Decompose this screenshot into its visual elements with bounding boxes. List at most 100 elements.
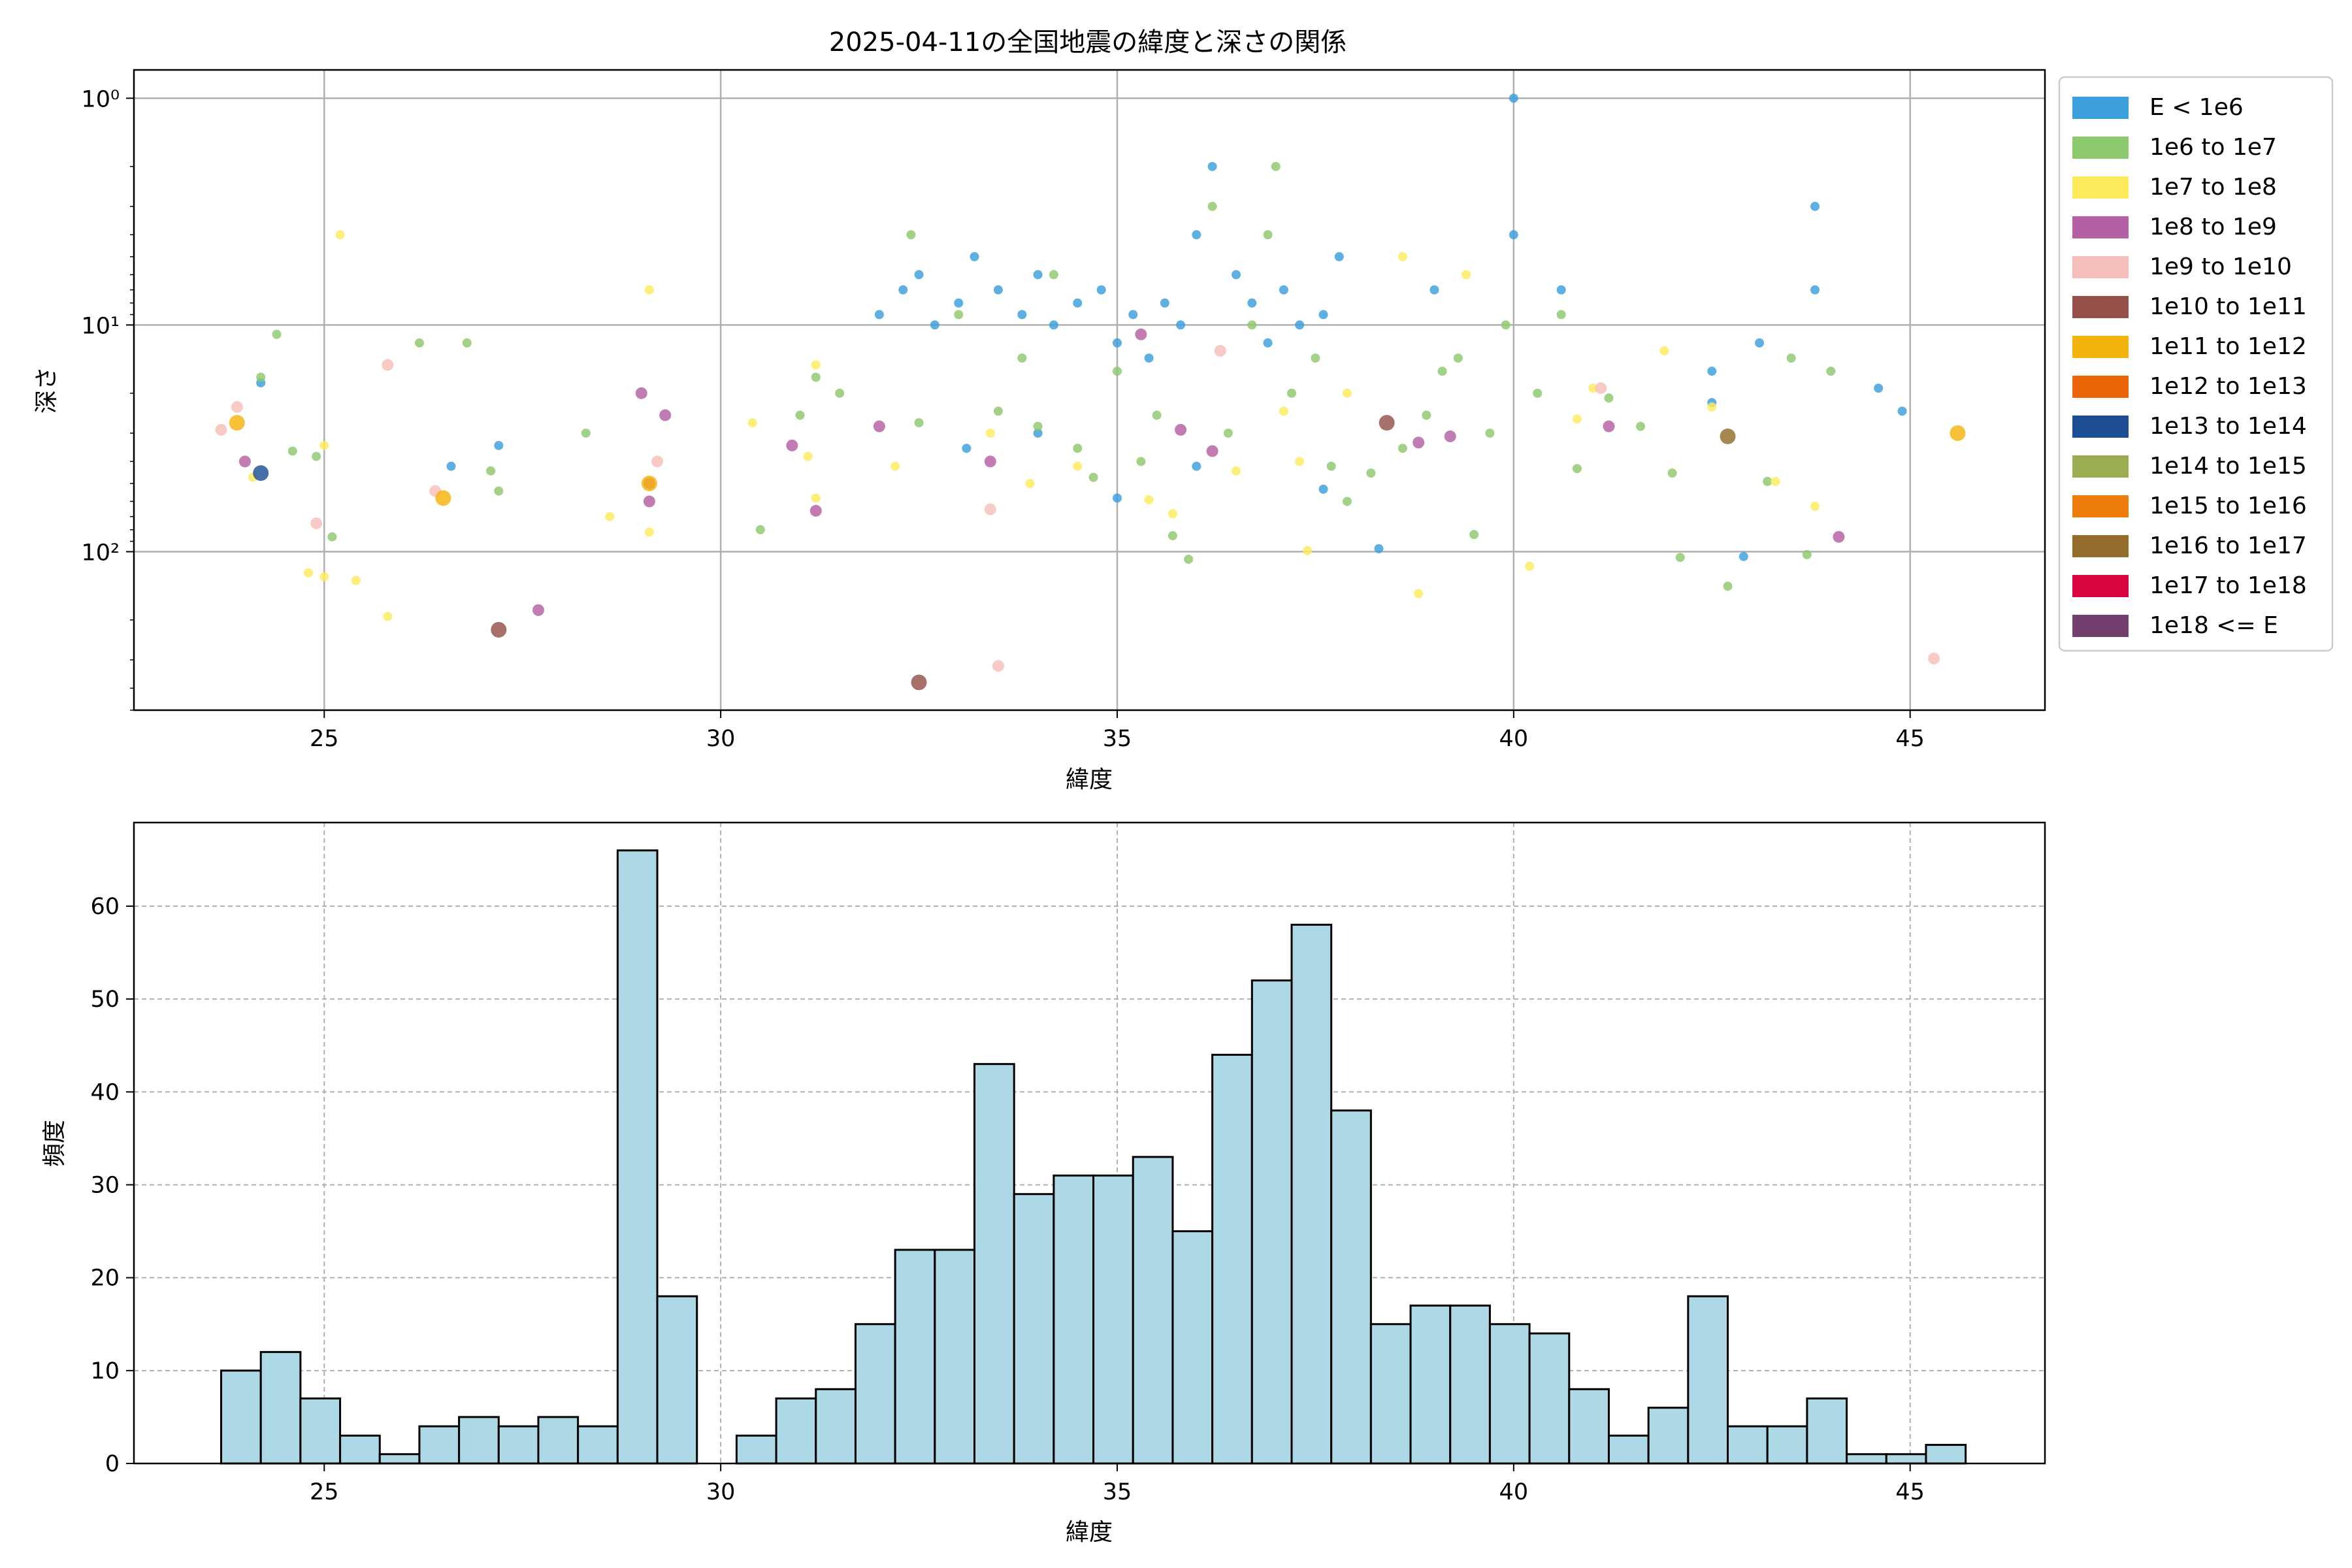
scatter-point bbox=[1525, 561, 1535, 571]
histogram-bar bbox=[1647, 1407, 1690, 1465]
histogram-bar bbox=[1488, 1323, 1531, 1465]
histogram-chart: 25 30 35 40 45 0 10 20 30 40 50 60 緯度 頻度 bbox=[41, 821, 2046, 1546]
scatter-point bbox=[1206, 445, 1218, 457]
scatter-point bbox=[1755, 338, 1765, 348]
scatter-point bbox=[1223, 428, 1233, 438]
scatter-point bbox=[1874, 384, 1884, 393]
legend-swatch bbox=[2072, 137, 2129, 159]
scatter-point bbox=[215, 423, 227, 436]
scatter-point bbox=[1771, 476, 1780, 486]
scatter-point bbox=[1462, 270, 1471, 280]
histogram-bar bbox=[815, 1388, 857, 1465]
scatter-point bbox=[1033, 428, 1043, 438]
histogram-bar bbox=[497, 1425, 540, 1465]
scatter-point bbox=[1342, 388, 1352, 398]
scatter-point bbox=[914, 270, 924, 280]
scatter-point bbox=[1397, 252, 1407, 261]
histogram-y-ticks: 0 10 20 30 40 50 60 bbox=[90, 894, 134, 1477]
histogram-bar bbox=[1409, 1304, 1452, 1465]
scatter-point bbox=[1604, 393, 1614, 403]
histogram-bar bbox=[894, 1249, 936, 1465]
legend-label: 1e15 to 1e16 bbox=[2149, 493, 2307, 519]
scatter-point bbox=[755, 525, 765, 534]
scatter-point bbox=[1397, 444, 1407, 453]
scatter-x-tick-label: 45 bbox=[1895, 726, 1925, 752]
scatter-point bbox=[1374, 544, 1384, 553]
scatter-point bbox=[605, 512, 615, 521]
scatter-point bbox=[1501, 320, 1511, 330]
scatter-point bbox=[1033, 421, 1043, 431]
histogram-bar bbox=[1766, 1425, 1808, 1465]
scatter-point bbox=[532, 604, 544, 616]
histogram-x-tick-label: 25 bbox=[310, 1479, 339, 1505]
scatter-point bbox=[1334, 252, 1344, 261]
scatter-point bbox=[992, 660, 1004, 672]
scatter-point bbox=[319, 440, 329, 450]
histogram-bar bbox=[1528, 1332, 1571, 1465]
scatter-point bbox=[414, 338, 424, 348]
scatter-point bbox=[494, 486, 504, 496]
scatter-point bbox=[1810, 285, 1820, 295]
scatter-point bbox=[1950, 425, 1966, 441]
scatter-point bbox=[993, 285, 1003, 295]
scatter-point bbox=[486, 466, 496, 476]
scatter-point bbox=[1786, 353, 1796, 363]
histogram-bars bbox=[220, 849, 1967, 1465]
scatter-point bbox=[1112, 493, 1122, 503]
scatter-point bbox=[1025, 478, 1035, 488]
legend-label: 1e7 to 1e8 bbox=[2149, 174, 2277, 201]
histogram-bar bbox=[1885, 1453, 1927, 1465]
scatter-point bbox=[930, 320, 939, 330]
scatter-point bbox=[1802, 549, 1812, 559]
histogram-bar bbox=[1846, 1453, 1887, 1465]
scatter-point bbox=[1214, 344, 1226, 357]
legend-label: 1e9 to 1e10 bbox=[2149, 253, 2292, 280]
scatter-point bbox=[1232, 270, 1241, 280]
scatter-point bbox=[651, 455, 664, 468]
scatter-point bbox=[1152, 410, 1162, 420]
scatter-point bbox=[1603, 420, 1615, 433]
scatter-point bbox=[494, 440, 504, 450]
scatter-point bbox=[747, 418, 757, 428]
histogram-x-tick-label: 45 bbox=[1895, 1479, 1925, 1505]
scatter-points bbox=[215, 93, 1966, 691]
scatter-point bbox=[491, 621, 507, 638]
histogram-bar bbox=[299, 1397, 342, 1465]
scatter-point bbox=[310, 517, 323, 530]
legend-swatch bbox=[2072, 97, 2129, 119]
scatter-point bbox=[1833, 531, 1845, 543]
histogram-y-axis-label: 頻度 bbox=[41, 1120, 68, 1167]
scatter-point bbox=[1184, 555, 1194, 564]
legend-swatch bbox=[2072, 216, 2129, 238]
scatter-point bbox=[1247, 298, 1257, 308]
legend-label: 1e16 to 1e17 bbox=[2149, 532, 2307, 559]
scatter-x-tick-label: 25 bbox=[310, 726, 339, 752]
scatter-point bbox=[1414, 589, 1424, 598]
scatter-x-tick-label: 35 bbox=[1103, 726, 1132, 752]
scatter-point bbox=[1112, 367, 1122, 376]
scatter-point bbox=[1739, 551, 1748, 561]
scatter-point bbox=[1509, 93, 1518, 103]
histogram-bar bbox=[1330, 1109, 1372, 1465]
histogram-y-tick-label: 20 bbox=[90, 1266, 120, 1292]
scatter-point bbox=[1168, 509, 1177, 519]
histogram-bar bbox=[259, 1350, 302, 1465]
scatter-legend: E < 1e6 1e6 to 1e7 1e7 to 1e8 1e8 to 1e9 1e9… bbox=[2058, 76, 2334, 652]
scatter-point bbox=[835, 388, 845, 398]
scatter-point bbox=[319, 572, 329, 581]
scatter-point bbox=[914, 418, 924, 428]
histogram-bar bbox=[458, 1416, 500, 1465]
legend-swatch bbox=[2072, 376, 2129, 398]
legend-swatch bbox=[2072, 336, 2129, 358]
histogram-x-ticks: 25 30 35 40 45 bbox=[310, 1463, 1925, 1505]
scatter-x-tick-label: 30 bbox=[706, 726, 736, 752]
scatter-point bbox=[1279, 406, 1288, 416]
scatter-x-axis-label: 緯度 bbox=[1066, 766, 1113, 793]
scatter-point bbox=[1232, 466, 1241, 476]
legend-swatch bbox=[2072, 535, 2129, 557]
scatter-point bbox=[1049, 270, 1058, 280]
scatter-point bbox=[1168, 531, 1177, 540]
scatter-point bbox=[351, 576, 361, 585]
scatter-point bbox=[1176, 320, 1186, 330]
histogram-x-tick-label: 40 bbox=[1499, 1479, 1529, 1505]
